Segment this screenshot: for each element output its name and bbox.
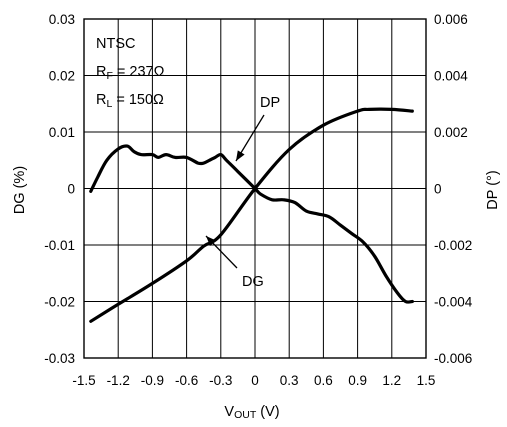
- y-right-tick-label: 0.004: [434, 69, 468, 84]
- y-right-tick-label: 0: [434, 182, 442, 197]
- x-tick-label: -0.3: [209, 373, 232, 388]
- y-right-tick-label: -0.004: [434, 295, 473, 310]
- x-tick-label: -1.5: [72, 373, 95, 388]
- x-axis-label: VOUT (V): [224, 404, 279, 421]
- y-right-tick-label: 0.002: [434, 125, 468, 140]
- y-left-tick-label: -0.02: [44, 295, 75, 310]
- dg-series-label: DG: [242, 274, 264, 290]
- standard-note: NTSC: [96, 36, 135, 52]
- y-left-tick-labels: -0.03 -0.02 -0.01 0 0.01 0.02 0.03: [44, 12, 75, 366]
- dp-series-label: DP: [260, 95, 280, 111]
- x-tick-label: -0.9: [141, 373, 164, 388]
- x-tick-label: 0.9: [348, 373, 367, 388]
- y-right-tick-labels: -0.006 -0.004 -0.002 0 0.002 0.004 0.006: [434, 12, 473, 366]
- dg-arrow-head: [206, 236, 216, 246]
- y-left-tick-label: -0.03: [44, 351, 75, 366]
- y-left-tick-label: 0.02: [49, 69, 75, 84]
- y-left-axis-label: DG (%): [12, 166, 28, 214]
- y-left-tick-label: 0: [67, 182, 75, 197]
- y-left-tick-label: 0.03: [49, 12, 75, 27]
- x-tick-labels: -1.5 -1.2 -0.9 -0.6 -0.3 0 0.3 0.6 0.9 1.2 1.5: [72, 373, 435, 388]
- y-left-tick-label: -0.01: [44, 238, 75, 253]
- x-tick-label: 1.5: [417, 373, 436, 388]
- plot-frame: [83, 18, 427, 359]
- rf-note: RF = 237Ω: [96, 64, 165, 82]
- y-left-tick-label: 0.01: [49, 125, 75, 140]
- x-tick-label: -1.2: [107, 373, 130, 388]
- y-right-tick-label: -0.002: [434, 238, 472, 253]
- y-right-tick-label: -0.006: [434, 351, 472, 366]
- x-tick-label: 1.2: [382, 373, 401, 388]
- dg-callout: DG: [205, 235, 264, 290]
- series-layer: [89, 107, 414, 323]
- dp-callout: DP: [235, 95, 280, 162]
- x-tick-label: 0.6: [314, 373, 333, 388]
- dp-arrow-head: [236, 150, 245, 161]
- x-tick-label: -0.6: [175, 373, 198, 388]
- x-tick-label: 0: [251, 373, 259, 388]
- y-right-tick-label: 0.006: [434, 12, 468, 27]
- rl-note: RL = 150Ω: [96, 92, 164, 110]
- series-line-dp: [89, 144, 414, 304]
- y-right-axis-label: DP (°): [485, 170, 501, 209]
- x-tick-label: 0.3: [280, 373, 299, 388]
